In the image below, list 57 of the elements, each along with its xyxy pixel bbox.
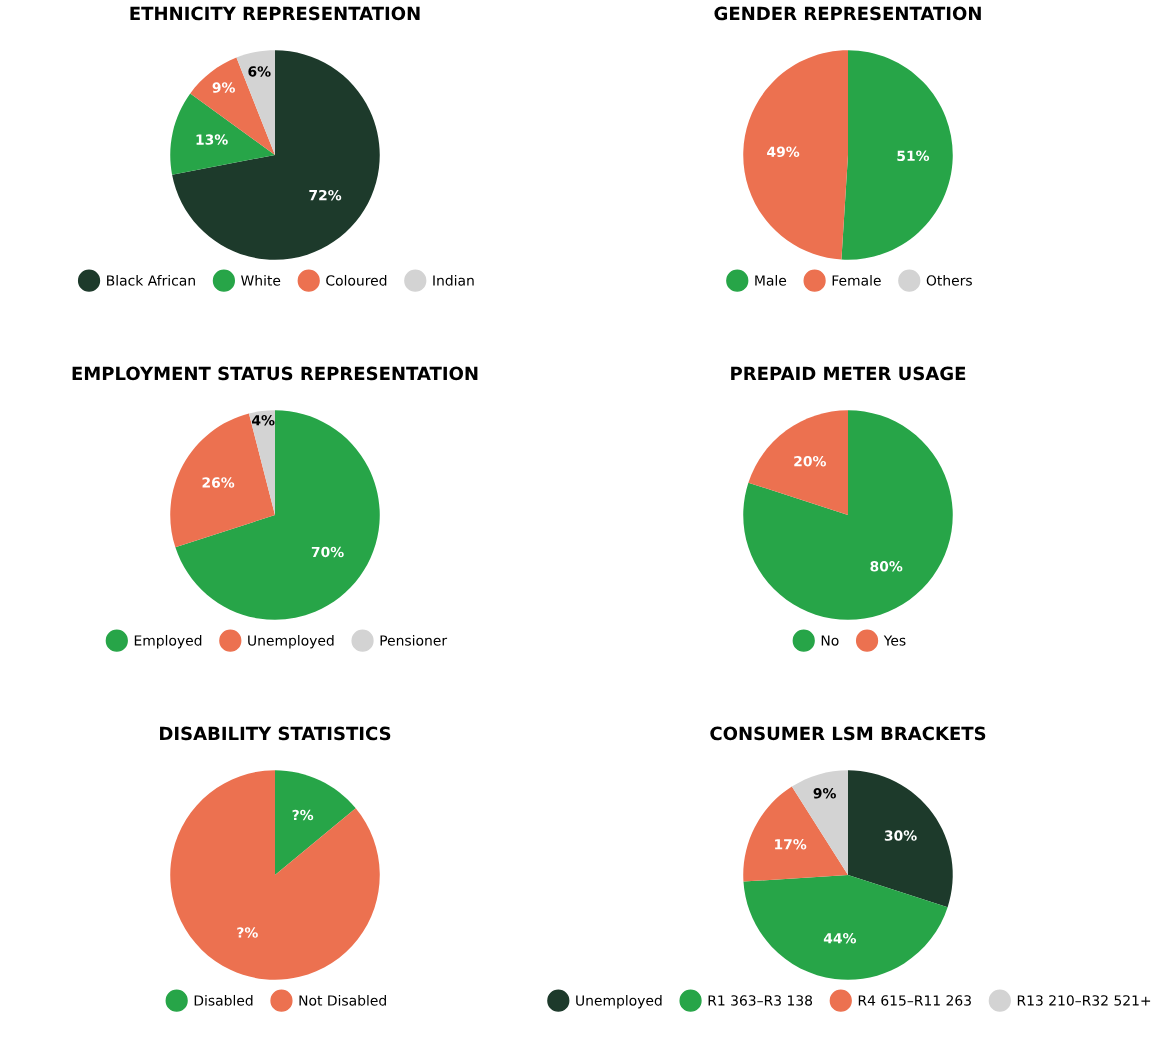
legend-label: R13 210–R32 521+ [1017, 995, 1151, 1006]
data-label: 13% [196, 134, 228, 145]
legend-label: Not Disabled [299, 994, 386, 1006]
pie-slice [170, 770, 380, 980]
legend-label: Pensioner [380, 634, 448, 646]
data-label: 4% [252, 414, 275, 426]
data-label: 9% [212, 82, 235, 93]
chart-title: EMPLOYMENT STATUS REPRESENTATION [72, 366, 478, 381]
pie-slice [748, 410, 848, 515]
pie-slice [170, 413, 275, 548]
pie-slice [190, 57, 275, 155]
data-label: 80% [870, 561, 903, 572]
pie-slice [175, 410, 380, 620]
legend-label: Indian [433, 274, 474, 286]
data-label: 26% [202, 477, 235, 488]
pie-slice [170, 93, 275, 175]
data-label: 70% [311, 546, 344, 558]
legend-label: Yes [883, 635, 906, 646]
data-label: 51% [897, 150, 930, 162]
legend-label: Disabled [194, 994, 253, 1006]
chart-title: PREPAID METER USAGE [731, 366, 966, 381]
legend-label: Employed [134, 634, 202, 649]
legend-label: Others [926, 274, 972, 286]
chart-title: CONSUMER LSM BRACKETS [710, 726, 986, 741]
pie-slice [248, 410, 275, 515]
chart-title: GENDER REPRESENTATION [714, 6, 981, 21]
legend-label: Female [832, 274, 881, 286]
legend-label: Black African [107, 274, 195, 286]
data-label: 30% [884, 830, 917, 841]
legend-label: Coloured [326, 274, 387, 286]
legend-label: Unemployed [248, 634, 334, 649]
data-label: ?% [292, 809, 314, 821]
data-label: 17% [775, 839, 807, 850]
legend-label: R4 615–R11 263 [858, 995, 971, 1006]
data-label: 6% [248, 66, 271, 77]
chart-title: DISABILITY STATISTICS [160, 726, 391, 741]
data-label: 9% [813, 788, 836, 799]
data-label: 72% [309, 189, 342, 201]
legend-label: White [241, 274, 281, 286]
legend-label: R1 363–R3 138 [708, 995, 813, 1006]
legend-label: Unemployed [576, 994, 662, 1009]
pie-slice [743, 786, 848, 882]
data-label: 20% [794, 455, 826, 467]
pie-slice [172, 50, 380, 260]
data-label: 49% [767, 146, 800, 157]
data-label: 44% [823, 932, 857, 944]
pie-slice [743, 875, 948, 980]
data-label: ?% [237, 927, 258, 938]
pie-slice [743, 410, 953, 620]
pie-slice [848, 770, 953, 908]
chart-title: ETHNICITY REPRESENTATION [130, 6, 420, 21]
pie-slice [841, 50, 953, 260]
pie-slice [275, 770, 356, 875]
pie-slice [743, 50, 848, 260]
legend-label: Male [755, 274, 787, 286]
pie-slice [236, 50, 275, 155]
legend-label: No [821, 635, 839, 646]
